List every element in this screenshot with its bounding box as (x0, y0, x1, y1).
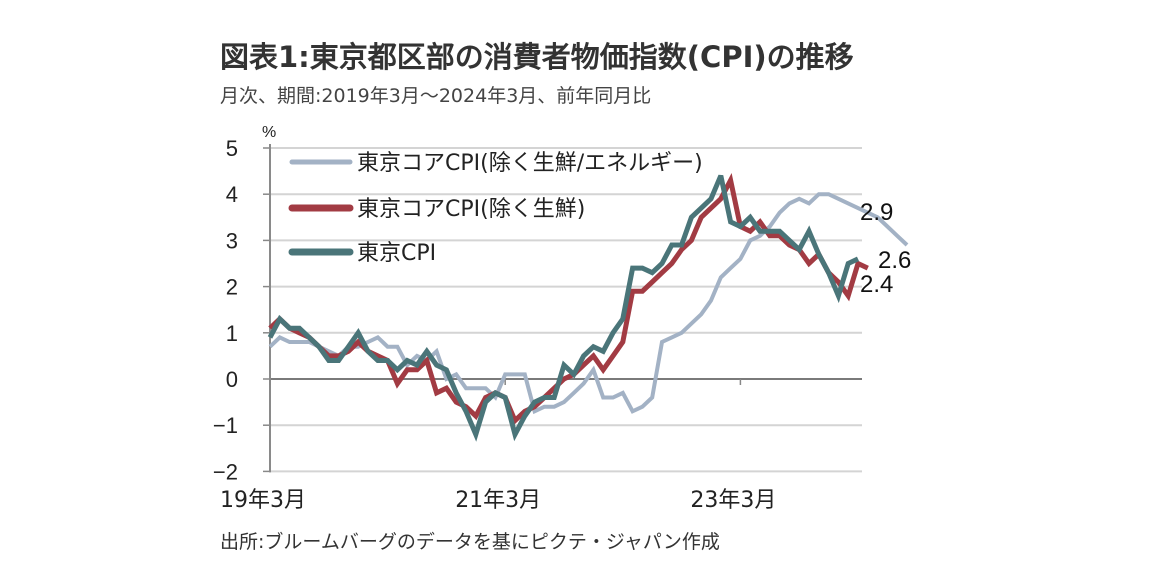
chart-title: 図表1:東京都区部の消費者物価指数(CPI)の推移 (220, 40, 854, 74)
axes (263, 144, 742, 473)
y-tick-label: −1 (213, 413, 238, 438)
y-unit-label: % (262, 124, 276, 141)
y-tick-label: 3 (226, 228, 238, 253)
x-tick-label: 19年3月 (220, 488, 306, 513)
end-value-label-2: 2.6 (878, 247, 911, 274)
legend-label-0: 東京コアCPI(除く生鮮/エネルギー) (357, 151, 703, 176)
y-tick-label: 2 (226, 275, 238, 300)
end-labels: 2.9 2.42.6 (860, 199, 911, 298)
legend-label-2: 東京CPI (357, 241, 436, 266)
legend-label-1: 東京コアCPI(除く生鮮) (357, 197, 585, 222)
y-tick-label: 5 (226, 136, 238, 161)
end-value-label-1: 2.4 (860, 271, 893, 298)
y-tick-label: 0 (226, 367, 238, 392)
end-value-label-0: 2.9 (860, 199, 893, 226)
y-tick-labels: 5 4 3 2 1 0 −1 −2 (213, 136, 238, 484)
source-note: 出所:ブルームバーグのデータを基にピクテ・ジャパン作成 (220, 531, 720, 553)
y-tick-label: 4 (226, 182, 238, 207)
x-tick-label: 21年3月 (455, 488, 541, 513)
y-tick-label: 1 (226, 321, 238, 346)
y-tick-label: −2 (213, 459, 238, 484)
series-line-0 (268, 192, 909, 415)
chart-subtitle: 月次、期間:2019年3月～2024年3月、前年同月比 (220, 85, 652, 107)
x-tick-labels: 19年3月 21年3月 23年3月 (220, 488, 776, 513)
legend: 東京コアCPI(除く生鮮/エネルギー) 東京コアCPI(除く生鮮) 東京CPI (288, 151, 703, 266)
series-lines (267, 173, 909, 442)
x-tick-label: 23年3月 (690, 488, 776, 513)
series-line-2 (267, 174, 860, 442)
